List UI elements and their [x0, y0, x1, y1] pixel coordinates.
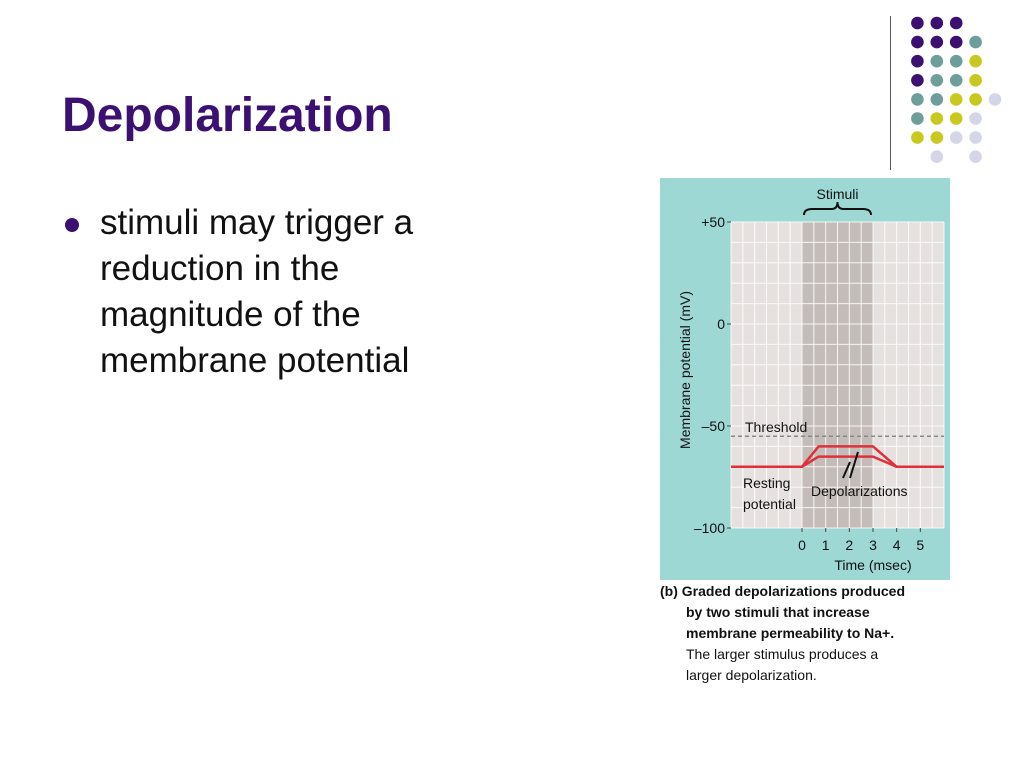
- bullet-text: stimuli may trigger a reduction in the m…: [100, 203, 414, 380]
- x-tick-label: 2: [845, 537, 853, 553]
- y-tick-label: –50: [702, 418, 726, 434]
- decorative-dot: [930, 74, 944, 87]
- y-axis-label: Membrane potential (mV): [677, 291, 693, 449]
- decorative-dot: [911, 112, 924, 125]
- x-tick-label: 3: [869, 537, 877, 553]
- x-axis-label: Time (msec): [834, 557, 911, 573]
- figure-caption: (b) Graded depolarizations produced by t…: [660, 581, 970, 686]
- decorative-dot: [949, 93, 963, 106]
- decorative-dot: [969, 112, 982, 125]
- decorative-dot: [911, 74, 924, 87]
- decorative-dot: [930, 54, 944, 68]
- stimuli-brace: [803, 201, 872, 216]
- decorative-dot: [969, 35, 982, 49]
- decorative-dot: [911, 54, 924, 68]
- decorative-dot: [911, 35, 924, 49]
- decorative-dot: [930, 150, 944, 163]
- bullet-item: stimuli may trigger a reduction in the m…: [62, 200, 462, 384]
- y-tick-label: 0: [717, 316, 725, 332]
- threshold-label: Threshold: [745, 419, 807, 435]
- x-tick-label: 1: [822, 537, 830, 553]
- decorative-dot: [988, 93, 1002, 106]
- decorative-dot: [949, 112, 963, 125]
- stimuli-label: Stimuli: [816, 186, 858, 202]
- x-tick-label: 4: [893, 537, 901, 553]
- decorative-dot: [930, 16, 944, 30]
- decorative-dot: [969, 54, 982, 68]
- caption-line: by two stimuli that increase: [686, 604, 870, 620]
- decorative-dot: [930, 93, 944, 106]
- x-tick-label: 5: [916, 537, 924, 553]
- depolarization-pointer: [849, 451, 859, 479]
- bullet-list: stimuli may trigger a reduction in the m…: [62, 200, 462, 384]
- decorative-dot: [949, 54, 963, 68]
- decorative-dot: [949, 16, 963, 30]
- y-tick-label: +50: [701, 214, 725, 230]
- depolarization-pointer: [842, 461, 851, 479]
- decorative-dot: [930, 131, 944, 144]
- decorative-dot: [911, 93, 924, 106]
- slide-title: Depolarization: [62, 89, 393, 142]
- decorative-dot: [949, 74, 963, 87]
- caption-line: The larger stimulus produces a: [686, 646, 879, 662]
- depolarization-trace-2: [731, 455, 944, 469]
- decorative-dot: [969, 93, 982, 106]
- decorative-dot: [930, 35, 944, 49]
- y-tick-label: –100: [694, 520, 725, 536]
- depolarizations-label: Depolarizations: [811, 483, 908, 499]
- resting-potential-label: potential: [743, 496, 796, 512]
- decorative-dot: [930, 112, 944, 125]
- x-tick-label: 0: [798, 537, 806, 553]
- decorative-dot: [911, 16, 924, 30]
- divider-line: [890, 16, 891, 170]
- bullet-dot-icon: [65, 218, 79, 232]
- caption-line: (b) Graded depolarizations produced: [660, 583, 906, 599]
- resting-potential-label: Resting: [743, 475, 790, 491]
- decorative-dot-grid: [911, 16, 1002, 163]
- decorative-dot: [911, 131, 924, 144]
- decorative-dot: [969, 74, 982, 87]
- decorative-dot: [969, 150, 982, 163]
- decorative-dot: [949, 35, 963, 49]
- caption-line: membrane permeability to Na+.: [686, 625, 895, 641]
- caption-line: larger depolarization.: [686, 667, 817, 683]
- decorative-dot: [969, 131, 982, 144]
- decorative-dot: [949, 131, 963, 144]
